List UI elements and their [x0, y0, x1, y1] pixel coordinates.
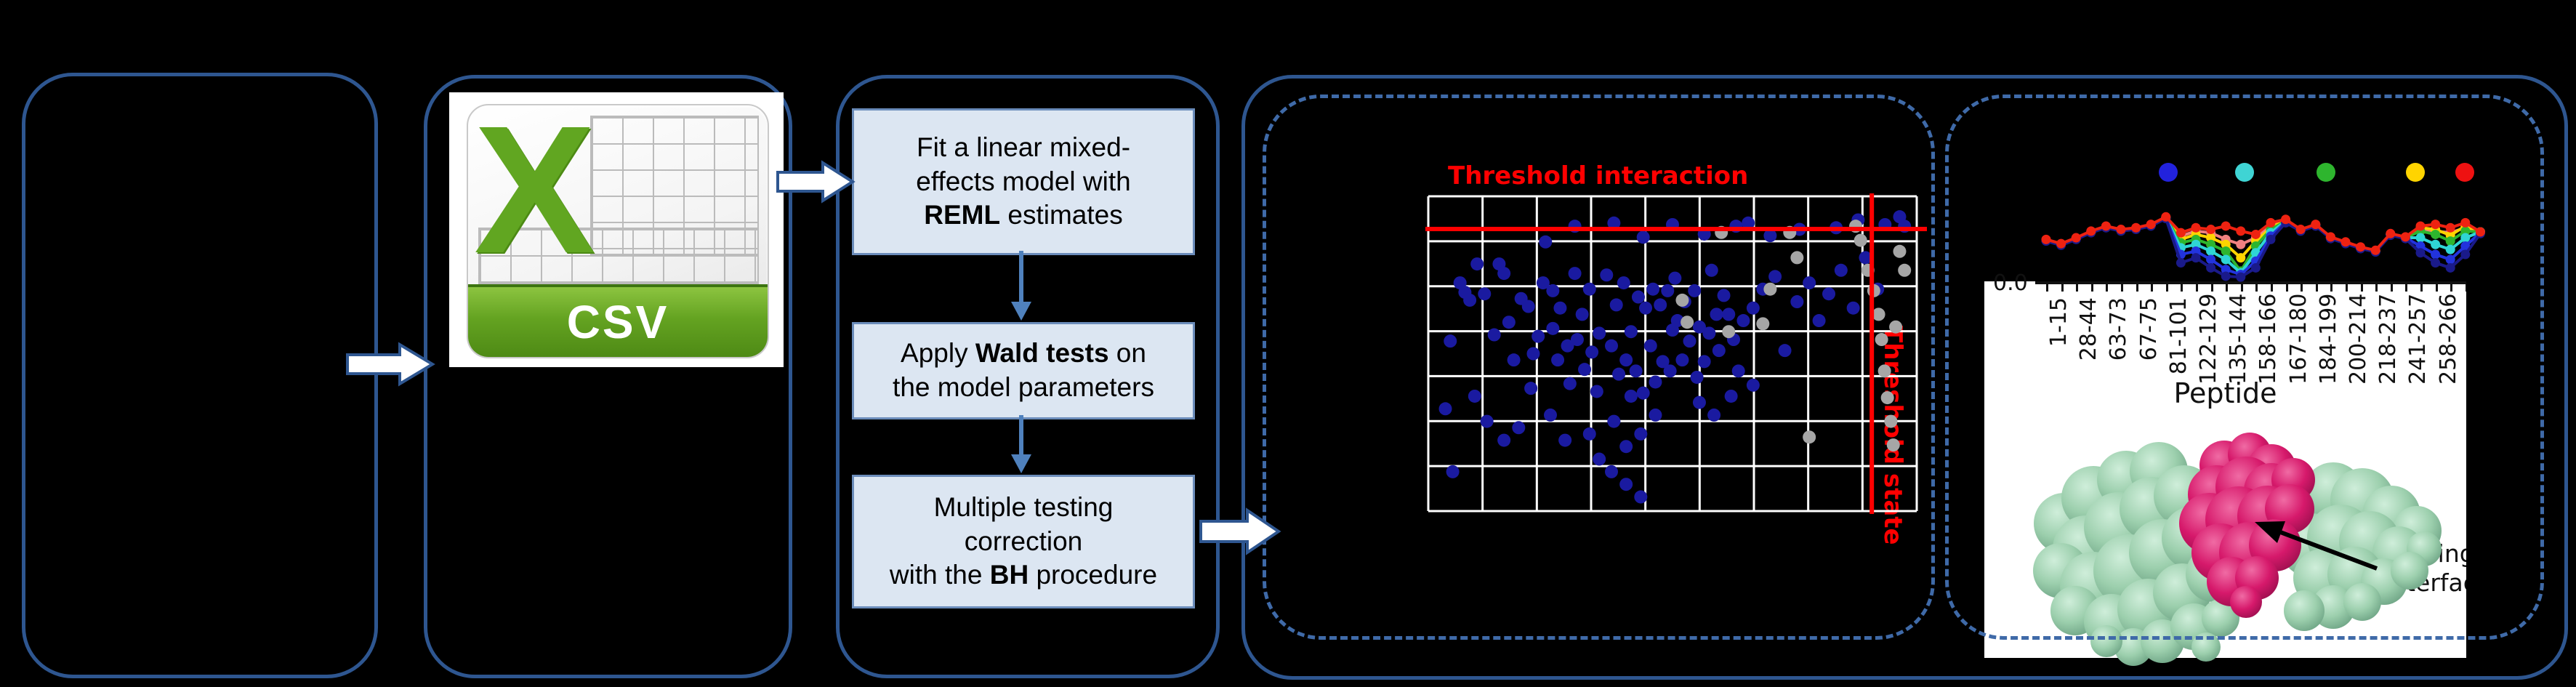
peptide-tick: [2196, 284, 2198, 292]
peptide-tick: [2136, 284, 2138, 292]
arrow-input-to-csv: [346, 342, 435, 387]
peptide-tick: [2076, 284, 2079, 292]
peptide-tick: [2255, 284, 2258, 292]
peptide-tick: [2240, 284, 2243, 292]
peptide-result-panel: [1945, 95, 2544, 640]
input-data-box: [22, 73, 378, 678]
csv-banner-label: CSV: [566, 296, 669, 348]
peptide-axis-title: Peptide: [2173, 377, 2277, 409]
protein-binding-region-magenta: [2179, 433, 2315, 618]
csv-banner: CSV: [468, 284, 768, 357]
peptide-tick: [2210, 284, 2213, 292]
peptide-tick: [2435, 284, 2438, 292]
peptide-tick: [2181, 284, 2183, 292]
protein-green-surface: [2033, 442, 2442, 666]
peptide-tick: [2450, 284, 2453, 292]
peptide-tick: [2420, 284, 2423, 292]
peptide-tick: [2046, 284, 2048, 292]
peptide-tick: [2360, 284, 2363, 292]
threshold-state-label: Threshold state: [1878, 326, 1907, 545]
flow-step-bh: Multiple testing correction with the BH pr…: [852, 475, 1195, 608]
peptide-x-axis: [2035, 281, 2466, 284]
peptide-tick: [2330, 284, 2333, 292]
peptide-uptake-line-chart: [2041, 163, 2485, 282]
peptide-tick: [2121, 284, 2123, 292]
peptide-tick: [2285, 284, 2288, 292]
peptide-tick: [2226, 284, 2229, 292]
peptide-tick: [2061, 284, 2064, 292]
peptide-y-tick-zero: 0.0: [1993, 270, 2028, 296]
protein-structure-image: [2033, 433, 2442, 666]
volcano-scatter-plot: [1425, 193, 1927, 514]
peptide-tick: [2315, 284, 2318, 292]
threshold-interaction-title: Threshold interaction: [1448, 161, 1749, 190]
peptide-tick: [2165, 284, 2168, 292]
excel-x-icon: X: [474, 104, 595, 291]
csv-file-image: X CSV: [449, 92, 784, 367]
peptide-tick: [2151, 284, 2154, 292]
results-outer-box: [1241, 75, 2568, 680]
csv-file-box: [424, 75, 792, 678]
arrow-stats-to-results: [1199, 507, 1281, 555]
peptide-tick: [2375, 284, 2378, 292]
peptide-tick: [2346, 284, 2348, 292]
peptide-tick: [2301, 284, 2303, 292]
flow-step-reml: Fit a linear mixed-effects model with REM…: [852, 108, 1195, 255]
flow-connector-arrow-1: [1011, 251, 1031, 321]
arrow-csv-to-stats: [776, 160, 856, 204]
flow-step-wald: Apply Wald tests on the model parameters: [852, 322, 1195, 419]
flow-connector-arrow-2: [1011, 415, 1031, 473]
csv-file-icon: X CSV: [467, 104, 769, 358]
scatter-result-panel: [1263, 95, 1935, 640]
spreadsheet-grid-lower: [478, 228, 759, 284]
statistics-workflow-box: [836, 75, 1220, 678]
peptide-tick: [2405, 284, 2408, 292]
peptide-tick: [2390, 284, 2393, 292]
peptide-tick: [2271, 284, 2273, 292]
peptide-tick: [2106, 284, 2109, 292]
binding-interface-arrow: [2255, 521, 2378, 571]
peptide-tick: [2090, 284, 2093, 292]
